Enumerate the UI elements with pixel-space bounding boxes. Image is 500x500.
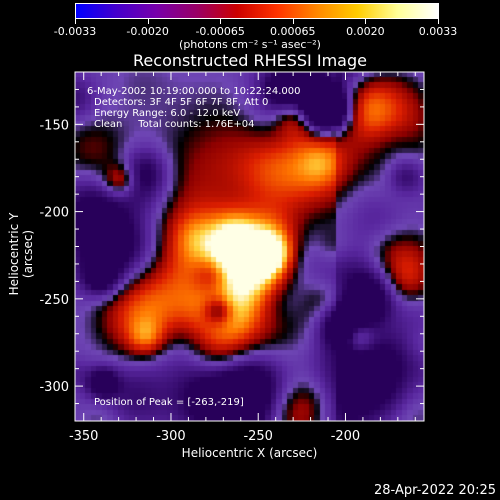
annotation-peak-position: Position of Peak = [-263,-219] [94,397,244,408]
colorbar-tick-label: -0.0020 [126,25,169,38]
colorbar-tick-label: 0.00065 [270,25,316,38]
x-tick-label: -300 [156,429,186,444]
annotation-energy-range: Energy Range: 6.0 - 12.0 keV [94,108,241,119]
y-tick-label: -250 [39,293,69,308]
colorbar-tick-label: -0.00065 [195,25,245,38]
y-tick-label: -200 [39,206,69,221]
colorbar-tick-label: -0.0033 [53,25,97,38]
y-axis-label: Heliocentric Y (arcsec) [7,212,35,296]
x-tick-label: -200 [331,429,361,444]
annotation-time-range: 6-May-2002 10:19:00.000 to 10:22:24.000 [87,86,301,97]
chart-title: Reconstructed RHESSI Image [133,51,367,70]
colorbar-tick [292,19,294,24]
x-axis-label: Heliocentric X (arcsec) [181,446,318,460]
colorbar [75,3,439,19]
x-tick-label: -250 [243,429,273,444]
colorbar-tick [438,19,439,24]
y-tick-label: -150 [39,118,69,133]
colorbar-tick [147,19,149,24]
colorbar-tick-label: 0.0033 [418,25,458,38]
timestamp: 28-Apr-2022 20:25 [374,483,496,498]
colorbar-tick [365,19,367,24]
colorbar-units: (photons cm⁻² s⁻¹ asec⁻²) [179,38,321,51]
x-tick-label: -350 [69,429,99,444]
annotation-clean-counts: Clean Total counts: 1.76E+04 [94,119,255,130]
colorbar-tick-label: 0.0020 [346,25,385,38]
colorbar-gradient [76,4,438,18]
colorbar-tick [75,19,76,24]
y-tick-label: -300 [39,380,69,395]
annotation-detectors: Detectors: 3F 4F 5F 6F 7F 8F, Att 0 [94,97,269,108]
plot-area: 6-May-2002 10:19:00.000 to 10:22:24.000 … [75,72,424,421]
colorbar-tick [220,19,222,24]
